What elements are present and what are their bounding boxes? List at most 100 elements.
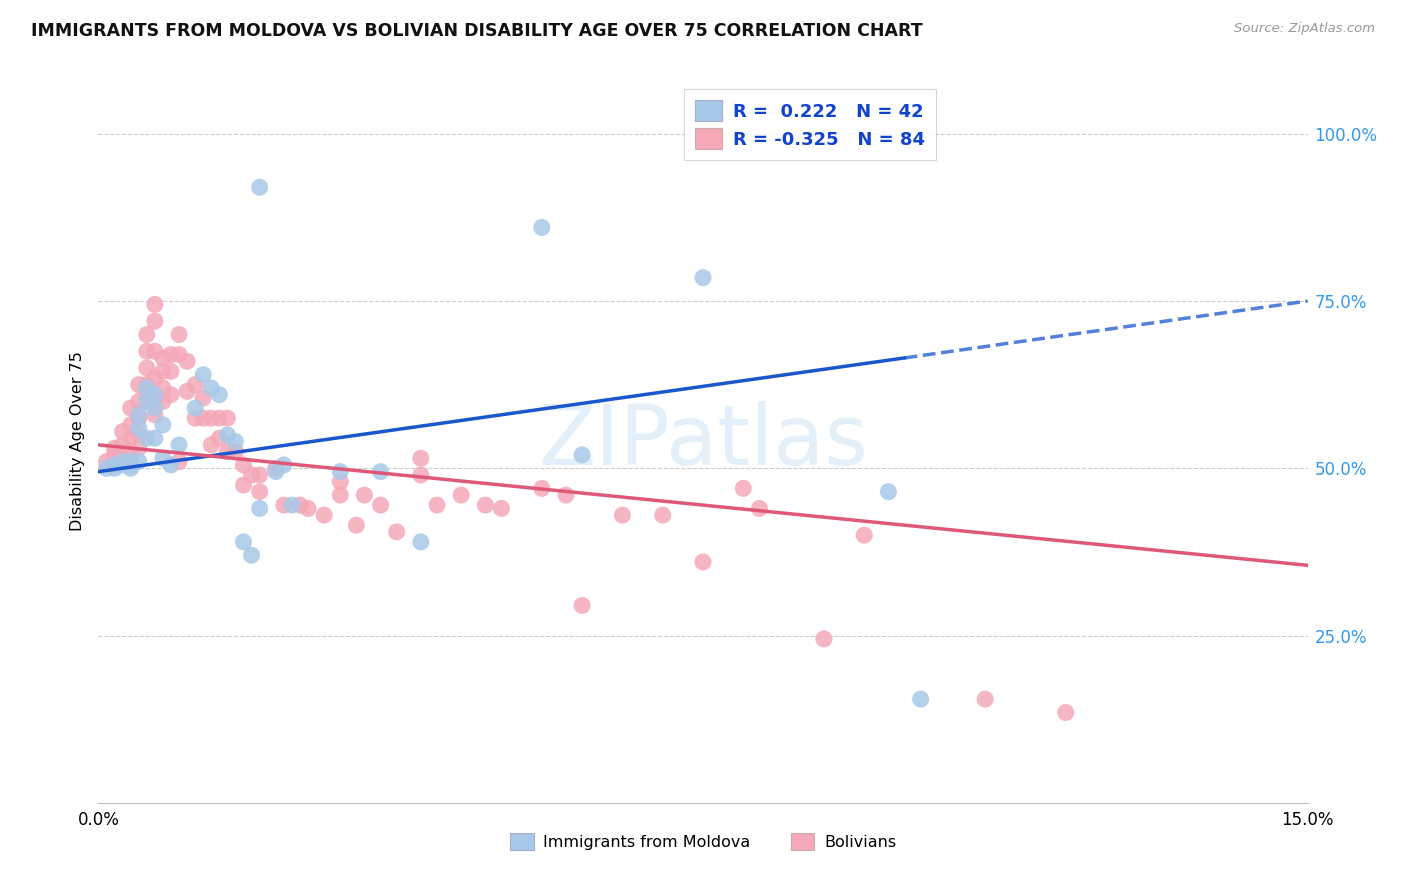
Point bbox=[143, 387, 166, 401]
Point bbox=[120, 431, 142, 445]
Point bbox=[167, 438, 190, 452]
Point bbox=[160, 387, 183, 401]
Point bbox=[135, 344, 157, 359]
Point bbox=[111, 455, 134, 469]
Point bbox=[160, 364, 183, 378]
Point bbox=[96, 461, 118, 475]
Point bbox=[135, 361, 157, 376]
Point bbox=[120, 458, 142, 472]
Y-axis label: Disability Age Over 75: Disability Age Over 75 bbox=[69, 351, 84, 532]
Point bbox=[370, 498, 392, 512]
Point bbox=[176, 384, 198, 399]
Point bbox=[409, 534, 432, 549]
Point bbox=[152, 451, 174, 466]
Point bbox=[692, 555, 714, 569]
Point bbox=[426, 498, 449, 512]
Point bbox=[329, 475, 352, 489]
Point bbox=[249, 501, 271, 516]
Point bbox=[974, 692, 997, 706]
Point bbox=[1054, 706, 1077, 720]
Point bbox=[135, 394, 157, 409]
Point bbox=[111, 458, 134, 472]
Point bbox=[128, 455, 150, 469]
Point bbox=[120, 401, 142, 416]
Point bbox=[297, 501, 319, 516]
Point bbox=[128, 421, 150, 435]
Point bbox=[128, 394, 150, 409]
Point bbox=[249, 484, 271, 499]
Point bbox=[264, 465, 287, 479]
Point bbox=[103, 448, 125, 462]
Point bbox=[329, 488, 352, 502]
Point bbox=[167, 348, 190, 362]
Point bbox=[273, 498, 295, 512]
Point bbox=[103, 442, 125, 455]
Point bbox=[128, 377, 150, 392]
Point bbox=[200, 411, 222, 425]
Point bbox=[224, 444, 246, 458]
Point bbox=[184, 401, 207, 416]
Point bbox=[193, 411, 215, 425]
Point bbox=[217, 444, 239, 458]
Point bbox=[208, 411, 231, 425]
Point bbox=[370, 465, 392, 479]
Point bbox=[184, 377, 207, 392]
Point bbox=[281, 498, 304, 512]
Point bbox=[612, 508, 634, 523]
Point bbox=[530, 482, 553, 496]
Point bbox=[273, 458, 295, 472]
Point bbox=[143, 314, 166, 328]
Point bbox=[135, 381, 157, 395]
Point bbox=[135, 431, 157, 445]
Point bbox=[135, 327, 157, 342]
Point bbox=[193, 368, 215, 382]
Point bbox=[152, 364, 174, 378]
Point bbox=[111, 451, 134, 466]
Point bbox=[474, 498, 496, 512]
Point bbox=[264, 461, 287, 475]
Point bbox=[167, 455, 190, 469]
Point bbox=[152, 417, 174, 432]
Point bbox=[314, 508, 336, 523]
Point bbox=[232, 478, 254, 492]
Point bbox=[208, 387, 231, 401]
Point bbox=[288, 498, 311, 512]
Point bbox=[651, 508, 673, 523]
Point bbox=[143, 401, 166, 416]
Point bbox=[748, 501, 770, 516]
Point bbox=[143, 297, 166, 311]
Text: Source: ZipAtlas.com: Source: ZipAtlas.com bbox=[1234, 22, 1375, 36]
Point bbox=[128, 427, 150, 442]
Point bbox=[143, 431, 166, 445]
Point bbox=[120, 444, 142, 458]
Point bbox=[103, 455, 125, 469]
Point bbox=[96, 455, 118, 469]
Point bbox=[111, 438, 134, 452]
Point bbox=[813, 632, 835, 646]
Point bbox=[491, 501, 513, 516]
Point bbox=[143, 408, 166, 422]
Point bbox=[344, 518, 367, 533]
Point bbox=[143, 344, 166, 359]
Point bbox=[329, 465, 352, 479]
Point bbox=[530, 220, 553, 235]
Point bbox=[240, 467, 263, 482]
Point bbox=[143, 371, 166, 385]
Point bbox=[217, 411, 239, 425]
Text: ZIPatlas: ZIPatlas bbox=[538, 401, 868, 482]
Point bbox=[152, 381, 174, 395]
Point bbox=[135, 377, 157, 392]
Point bbox=[167, 327, 190, 342]
Point bbox=[692, 270, 714, 285]
Point bbox=[571, 448, 593, 462]
Point bbox=[877, 484, 900, 499]
Point bbox=[853, 528, 876, 542]
Point bbox=[571, 599, 593, 613]
Point bbox=[249, 467, 271, 482]
Point bbox=[152, 394, 174, 409]
Point bbox=[385, 524, 408, 539]
Point bbox=[409, 451, 432, 466]
Point bbox=[160, 458, 183, 472]
Point bbox=[224, 434, 246, 449]
Point bbox=[217, 427, 239, 442]
